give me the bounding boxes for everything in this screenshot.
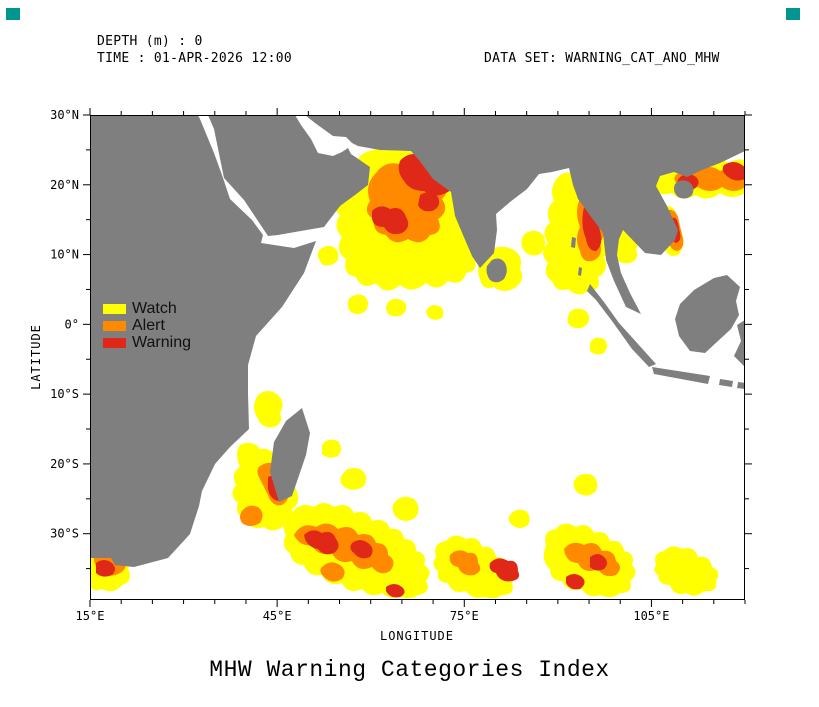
legend-item-watch: Watch <box>103 300 191 317</box>
mhw-watch-somalia-coast <box>317 245 339 266</box>
mhw-warning-south-africa-edge <box>96 560 115 577</box>
map-plot: 30°N 20°N 10°N 0° 10°S 20°S 30°S 15°E 45°E 75°E 10… <box>50 108 752 623</box>
mhw-watch-east-madagascar-3 <box>392 496 419 521</box>
land-africa <box>90 115 316 567</box>
figure-title: MHW Warning Categories Index <box>209 657 610 683</box>
mhw-watch-southern-mid-speck <box>508 509 530 528</box>
mhw-watch-southeast-speck <box>573 473 598 496</box>
land-madagascar <box>270 408 310 502</box>
land-sri-lanka <box>486 258 507 283</box>
legend-item-warning: Warning <box>103 334 191 351</box>
x-axis-title: LONGITUDE <box>379 629 455 643</box>
land-hainan <box>674 180 694 199</box>
dataset-label: DATA SET: WARNING_CAT_ANO_MHW <box>484 51 720 66</box>
land-andaman-islands <box>571 237 576 248</box>
depth-label: DEPTH (m) : 0 <box>97 34 203 49</box>
mhw-alert-mozambique-coast <box>240 505 263 526</box>
land-arabian-peninsula <box>208 115 370 236</box>
mhw-watch-east-madagascar-1 <box>322 439 341 458</box>
y-tick-label: 0° <box>65 317 79 331</box>
legend-swatch-watch <box>103 303 126 314</box>
mhw-warning-china-coast-2 <box>722 162 745 181</box>
mhw-watch-east-madagascar-2 <box>340 467 367 490</box>
x-tick-label: 45°E <box>263 609 292 623</box>
x-tick-label: 15°E <box>76 609 105 623</box>
mhw-alert-southern-central <box>449 550 481 576</box>
corner-marker-left <box>6 8 20 20</box>
mhw-watch-southern-far-east <box>654 546 719 596</box>
land-sumatra <box>587 284 656 367</box>
y-tick-label: 20°N <box>50 178 79 192</box>
land-nicobar-islands <box>578 267 582 276</box>
mhw-watch-west-sumatra-1 <box>567 308 590 329</box>
y-tick-label: 30°N <box>50 108 79 122</box>
x-tick-label: 105°E <box>633 609 669 623</box>
land-sulawesi <box>734 320 745 367</box>
mhw-watch-mozambique-north <box>254 391 283 428</box>
legend-swatch-warning <box>103 337 126 348</box>
legend-label-watch: Watch <box>132 299 177 317</box>
land-java <box>652 367 710 384</box>
mhw-warning-bottom-1 <box>386 584 405 598</box>
y-tick-label: 10°N <box>50 248 79 262</box>
land-lesser-sunda-1 <box>719 379 733 387</box>
time-label: TIME : 01-APR-2026 12:00 <box>97 51 293 66</box>
mhw-warning-south-madagascar-1 <box>304 530 339 555</box>
y-tick-label: 20°S <box>50 457 79 471</box>
mhw-warning-arabian-mid-streak <box>418 192 440 212</box>
mhw-warning-bottom-2 <box>566 574 585 590</box>
mhw-warning-south-madagascar-2 <box>350 540 373 559</box>
x-tick-label: 75°E <box>450 609 479 623</box>
legend-swatch-alert <box>103 320 126 331</box>
legend-label-alert: Alert <box>132 316 165 334</box>
mhw-alert-madagascar-se-streak <box>320 562 345 582</box>
land-asia-mainland <box>305 115 745 314</box>
legend-item-alert: Alert <box>103 317 191 334</box>
mhw-warning-southern-east <box>590 554 607 571</box>
legend: Watch Alert Warning <box>103 300 191 351</box>
mhw-watch-equator-2 <box>386 298 407 317</box>
mhw-watch-west-sumatra-2 <box>590 337 607 355</box>
corner-marker-right <box>786 8 800 20</box>
y-tick-label: 10°S <box>50 387 79 401</box>
land-lesser-sunda-2 <box>737 382 745 389</box>
mhw-watch-equator-1 <box>347 294 368 314</box>
land-borneo <box>675 275 740 353</box>
y-tick-label: 30°S <box>50 527 79 541</box>
mhw-warning-arabian-core <box>372 206 409 235</box>
plot-frame <box>90 115 745 600</box>
mhw-watch-bay-of-bengal-west <box>521 230 546 256</box>
y-axis-title: LATITUDE <box>29 324 43 390</box>
map-layers <box>90 115 745 599</box>
legend-label-warning: Warning <box>132 333 191 351</box>
mhw-watch-equator-3 <box>426 305 444 320</box>
mhw-warning-southern-central <box>489 558 520 582</box>
